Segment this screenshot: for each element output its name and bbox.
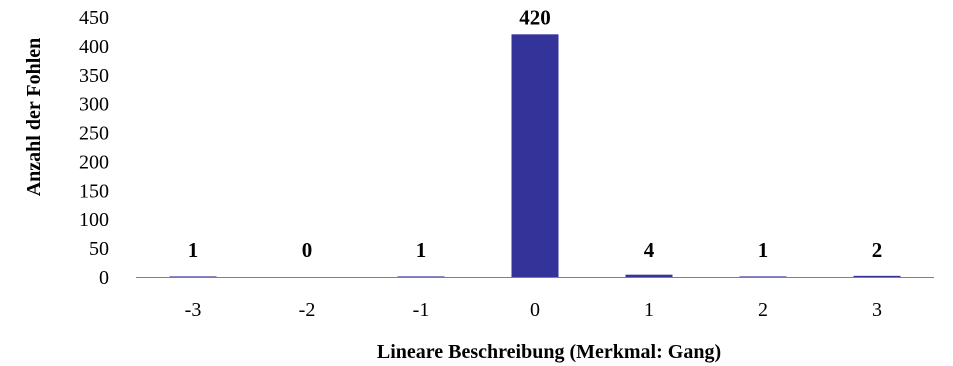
y-tick-label: 400 <box>79 36 109 58</box>
data-label: 420 <box>519 5 551 29</box>
bar <box>397 276 445 277</box>
x-axis-title: Lineare Beschreibung (Merkmal: Gang) <box>377 341 721 363</box>
bar <box>511 34 559 278</box>
y-tick-label: 50 <box>89 238 109 260</box>
y-axis-ticks: 0 50 100 150 200 250 300 350 400 450 <box>79 7 109 289</box>
bar <box>739 276 787 277</box>
data-label: 1 <box>416 238 427 262</box>
bars <box>169 34 901 278</box>
y-tick-label: 450 <box>79 7 109 29</box>
y-tick-label: 150 <box>79 180 109 202</box>
x-tick-label: -3 <box>185 299 202 321</box>
x-tick-label: 0 <box>530 299 540 321</box>
x-tick-label: -2 <box>299 299 316 321</box>
data-label: 1 <box>758 238 769 262</box>
y-tick-label: 0 <box>99 267 109 289</box>
bar <box>169 276 217 277</box>
data-label: 1 <box>188 238 199 262</box>
y-tick-label: 250 <box>79 123 109 145</box>
data-label: 2 <box>872 238 883 262</box>
y-tick-label: 100 <box>79 209 109 231</box>
data-label: 4 <box>644 238 655 262</box>
y-tick-label: 350 <box>79 65 109 87</box>
x-tick-label: 3 <box>872 299 882 321</box>
x-tick-label: -1 <box>413 299 430 321</box>
data-label: 0 <box>302 238 313 262</box>
x-tick-label: 2 <box>758 299 768 321</box>
x-axis-ticks: -3 -2 -1 0 1 2 3 <box>185 299 882 321</box>
x-tick-label: 1 <box>644 299 654 321</box>
bar <box>625 274 673 277</box>
y-tick-label: 300 <box>79 94 109 116</box>
y-axis-title: Anzahl der Fohlen <box>23 38 45 197</box>
bar <box>853 275 901 277</box>
y-tick-label: 200 <box>79 151 109 173</box>
data-labels: 1 0 1 420 4 1 2 <box>188 5 883 262</box>
